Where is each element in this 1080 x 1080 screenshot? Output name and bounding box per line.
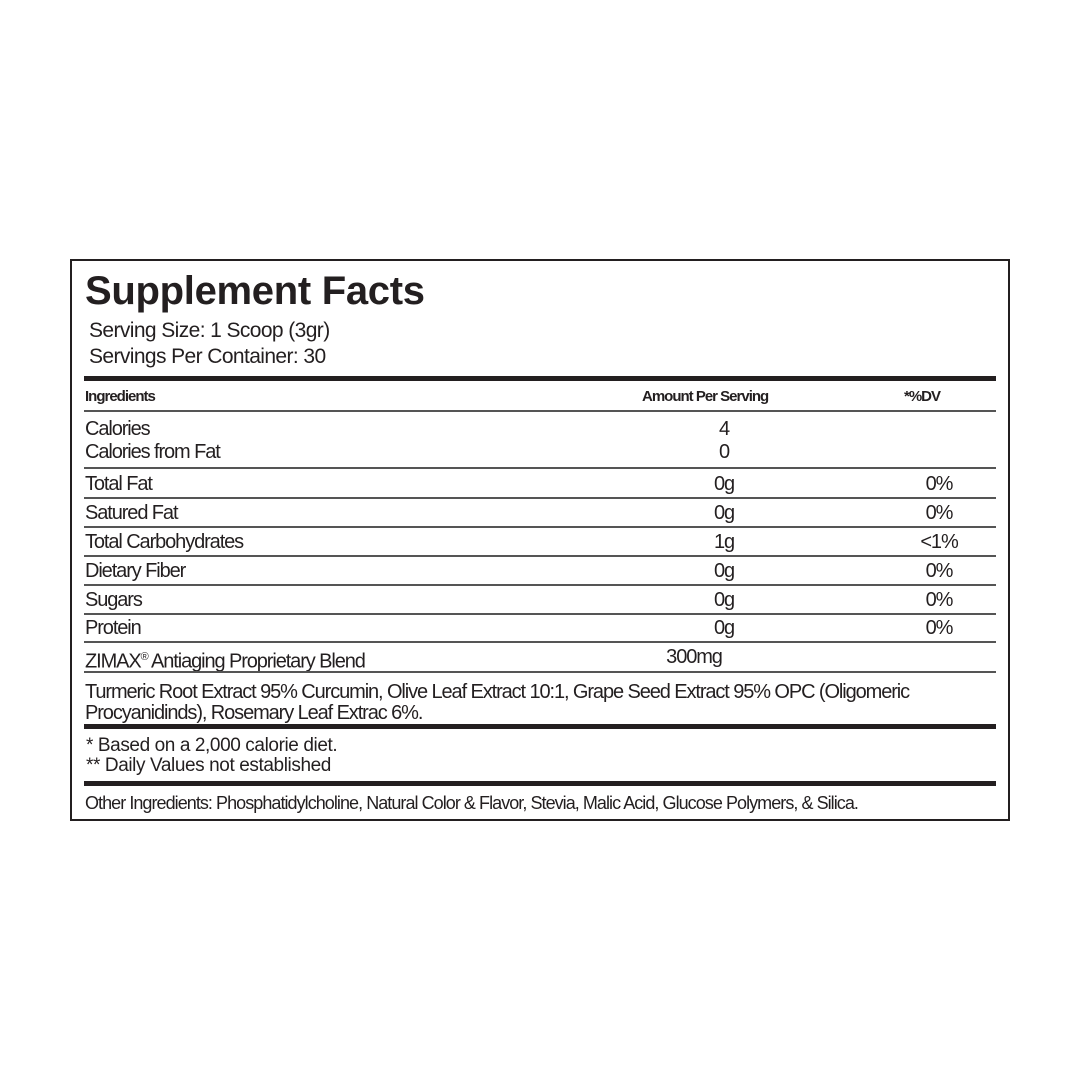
table-row: Protein 0g 0% bbox=[84, 616, 996, 640]
table-row: Satured Fat 0g 0% bbox=[84, 501, 996, 525]
divider-thick bbox=[84, 376, 996, 381]
row-dv: <1% bbox=[920, 531, 958, 553]
other-ingredients: Other Ingredients: Phosphatidylcholine, … bbox=[85, 793, 859, 813]
row-label: Total Fat bbox=[85, 473, 153, 495]
row-amount: 0 bbox=[718, 441, 730, 463]
divider bbox=[84, 467, 996, 469]
row-amount: 1g bbox=[713, 531, 735, 553]
row-amount: 300mg bbox=[666, 646, 723, 668]
header-ingredients: Ingredients bbox=[85, 388, 156, 405]
row-amount: 0g bbox=[713, 473, 735, 495]
table-row: Total Carbohydrates 1g <1% bbox=[84, 530, 996, 554]
row-label: Dietary Fiber bbox=[85, 560, 186, 582]
row-label: Protein bbox=[85, 617, 142, 639]
row-calories: Calories 4 bbox=[84, 417, 996, 441]
divider bbox=[84, 526, 996, 528]
serving-size: Serving Size: 1 Scoop (3gr) bbox=[89, 319, 330, 342]
row-calories-from-fat: Calories from Fat 0 bbox=[84, 440, 996, 464]
divider bbox=[84, 555, 996, 557]
footnotes: * Based on a 2,000 calorie diet. ** Dail… bbox=[86, 735, 338, 776]
row-amount: 4 bbox=[718, 418, 730, 440]
table-row: Total Fat 0g 0% bbox=[84, 472, 996, 496]
row-label: Sugars bbox=[85, 589, 143, 611]
divider bbox=[84, 410, 996, 412]
row-proprietary-blend: ZIMAX® Antiaging Proprietary Blend 300mg bbox=[84, 645, 996, 673]
divider bbox=[84, 497, 996, 499]
supplement-facts-panel: Supplement Facts Serving Size: 1 Scoop (… bbox=[70, 259, 1010, 821]
divider bbox=[84, 584, 996, 586]
footnote: ** Daily Values not established bbox=[86, 755, 331, 776]
divider bbox=[84, 671, 996, 673]
row-amount: 0g bbox=[713, 589, 735, 611]
footnote: * Based on a 2,000 calorie diet. bbox=[86, 735, 338, 756]
panel-title: Supplement Facts bbox=[85, 269, 425, 313]
row-dv: 0% bbox=[925, 560, 954, 582]
header-amount: Amount Per Serving bbox=[642, 388, 769, 405]
table-row: Dietary Fiber 0g 0% bbox=[84, 559, 996, 583]
row-amount: 0g bbox=[713, 560, 735, 582]
divider-thick bbox=[84, 724, 996, 729]
row-dv: 0% bbox=[925, 502, 954, 524]
row-dv: 0% bbox=[925, 473, 954, 495]
header-dv: *%DV bbox=[904, 388, 941, 405]
row-label: ZIMAX® Antiaging Proprietary Blend bbox=[85, 645, 366, 674]
row-dv: 0% bbox=[925, 589, 954, 611]
row-amount: 0g bbox=[713, 502, 735, 524]
divider bbox=[84, 641, 996, 643]
row-amount: 0g bbox=[713, 617, 735, 639]
servings-per-container: Servings Per Container: 30 bbox=[89, 345, 326, 368]
row-label: Calories from Fat bbox=[85, 441, 221, 463]
row-label: Total Carbohydrates bbox=[85, 531, 244, 553]
row-label: Calories bbox=[85, 418, 151, 440]
divider-thick bbox=[84, 781, 996, 786]
row-label: Satured Fat bbox=[85, 502, 179, 524]
blend-ingredients: Turmeric Root Extract 95% Curcumin, Oliv… bbox=[85, 681, 910, 724]
registered-mark: ® bbox=[140, 651, 149, 663]
table-row: Sugars 0g 0% bbox=[84, 588, 996, 612]
divider bbox=[84, 613, 996, 615]
blend-brand: ZIMAX bbox=[85, 650, 142, 673]
row-dv: 0% bbox=[925, 617, 954, 639]
blend-label: Antiaging Proprietary Blend bbox=[151, 650, 366, 673]
